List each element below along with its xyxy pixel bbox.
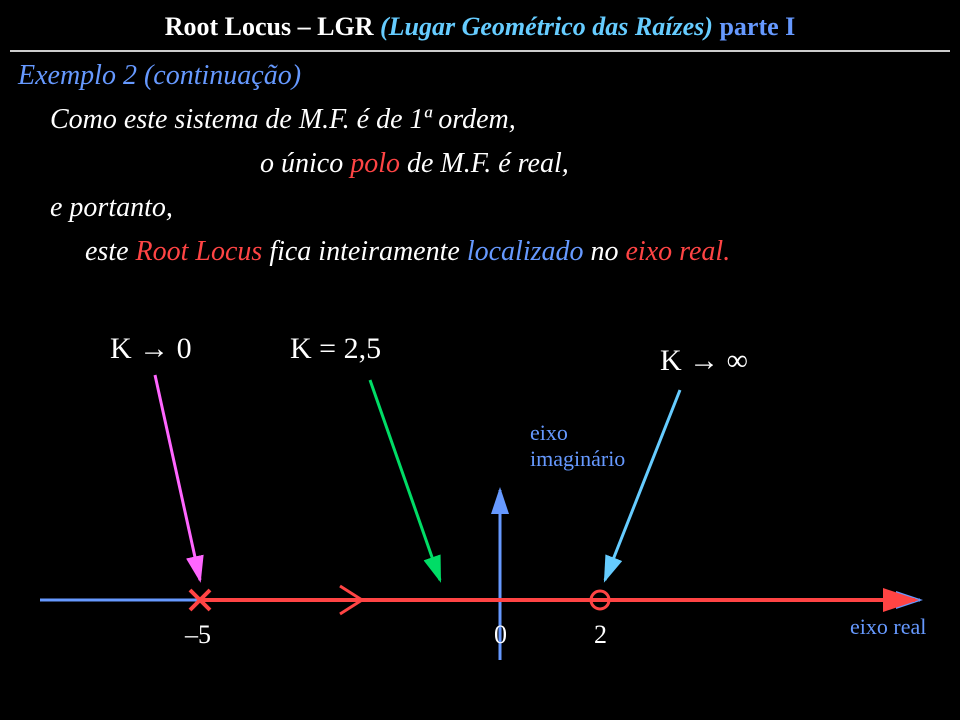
real-axis-label: eixo real bbox=[850, 614, 926, 640]
example-subtitle: Exemplo 2 (continuação) bbox=[18, 60, 301, 92]
title-rule bbox=[10, 50, 950, 52]
root-locus-diagram: K → 0 K = 2,5 K → ∞ eixo imaginário eixo… bbox=[0, 320, 960, 700]
tick-minus5: –5 bbox=[185, 620, 211, 650]
kinf-label: K → ∞ bbox=[660, 344, 748, 378]
tick-two: 2 bbox=[594, 620, 607, 650]
title-dash: – bbox=[298, 12, 311, 41]
title-part1: Root Locus bbox=[165, 12, 291, 41]
title-part2: LGR bbox=[317, 12, 373, 41]
text-line-1: Como este sistema de M.F. é de 1ª ordem, bbox=[50, 104, 516, 136]
imag-axis-label-2: imaginário bbox=[530, 446, 625, 472]
title-part3: Lugar Geométrico das Raízes bbox=[389, 12, 705, 41]
page-title: Root Locus – LGR (Lugar Geométrico das R… bbox=[0, 12, 960, 42]
k0-label: K → 0 bbox=[110, 332, 192, 366]
k25-label: K = 2,5 bbox=[290, 332, 381, 366]
title-paren-close: ) bbox=[704, 12, 713, 41]
text-line-3: e portanto, bbox=[50, 192, 173, 224]
text-line-4: este Root Locus fica inteiramente locali… bbox=[85, 236, 730, 268]
imag-axis-label-1: eixo bbox=[530, 420, 568, 446]
text-line-2: o único polo de M.F. é real, bbox=[260, 148, 569, 180]
tick-zero: 0 bbox=[494, 620, 507, 650]
title-paren-open: ( bbox=[380, 12, 389, 41]
title-part4: parte I bbox=[719, 12, 795, 41]
